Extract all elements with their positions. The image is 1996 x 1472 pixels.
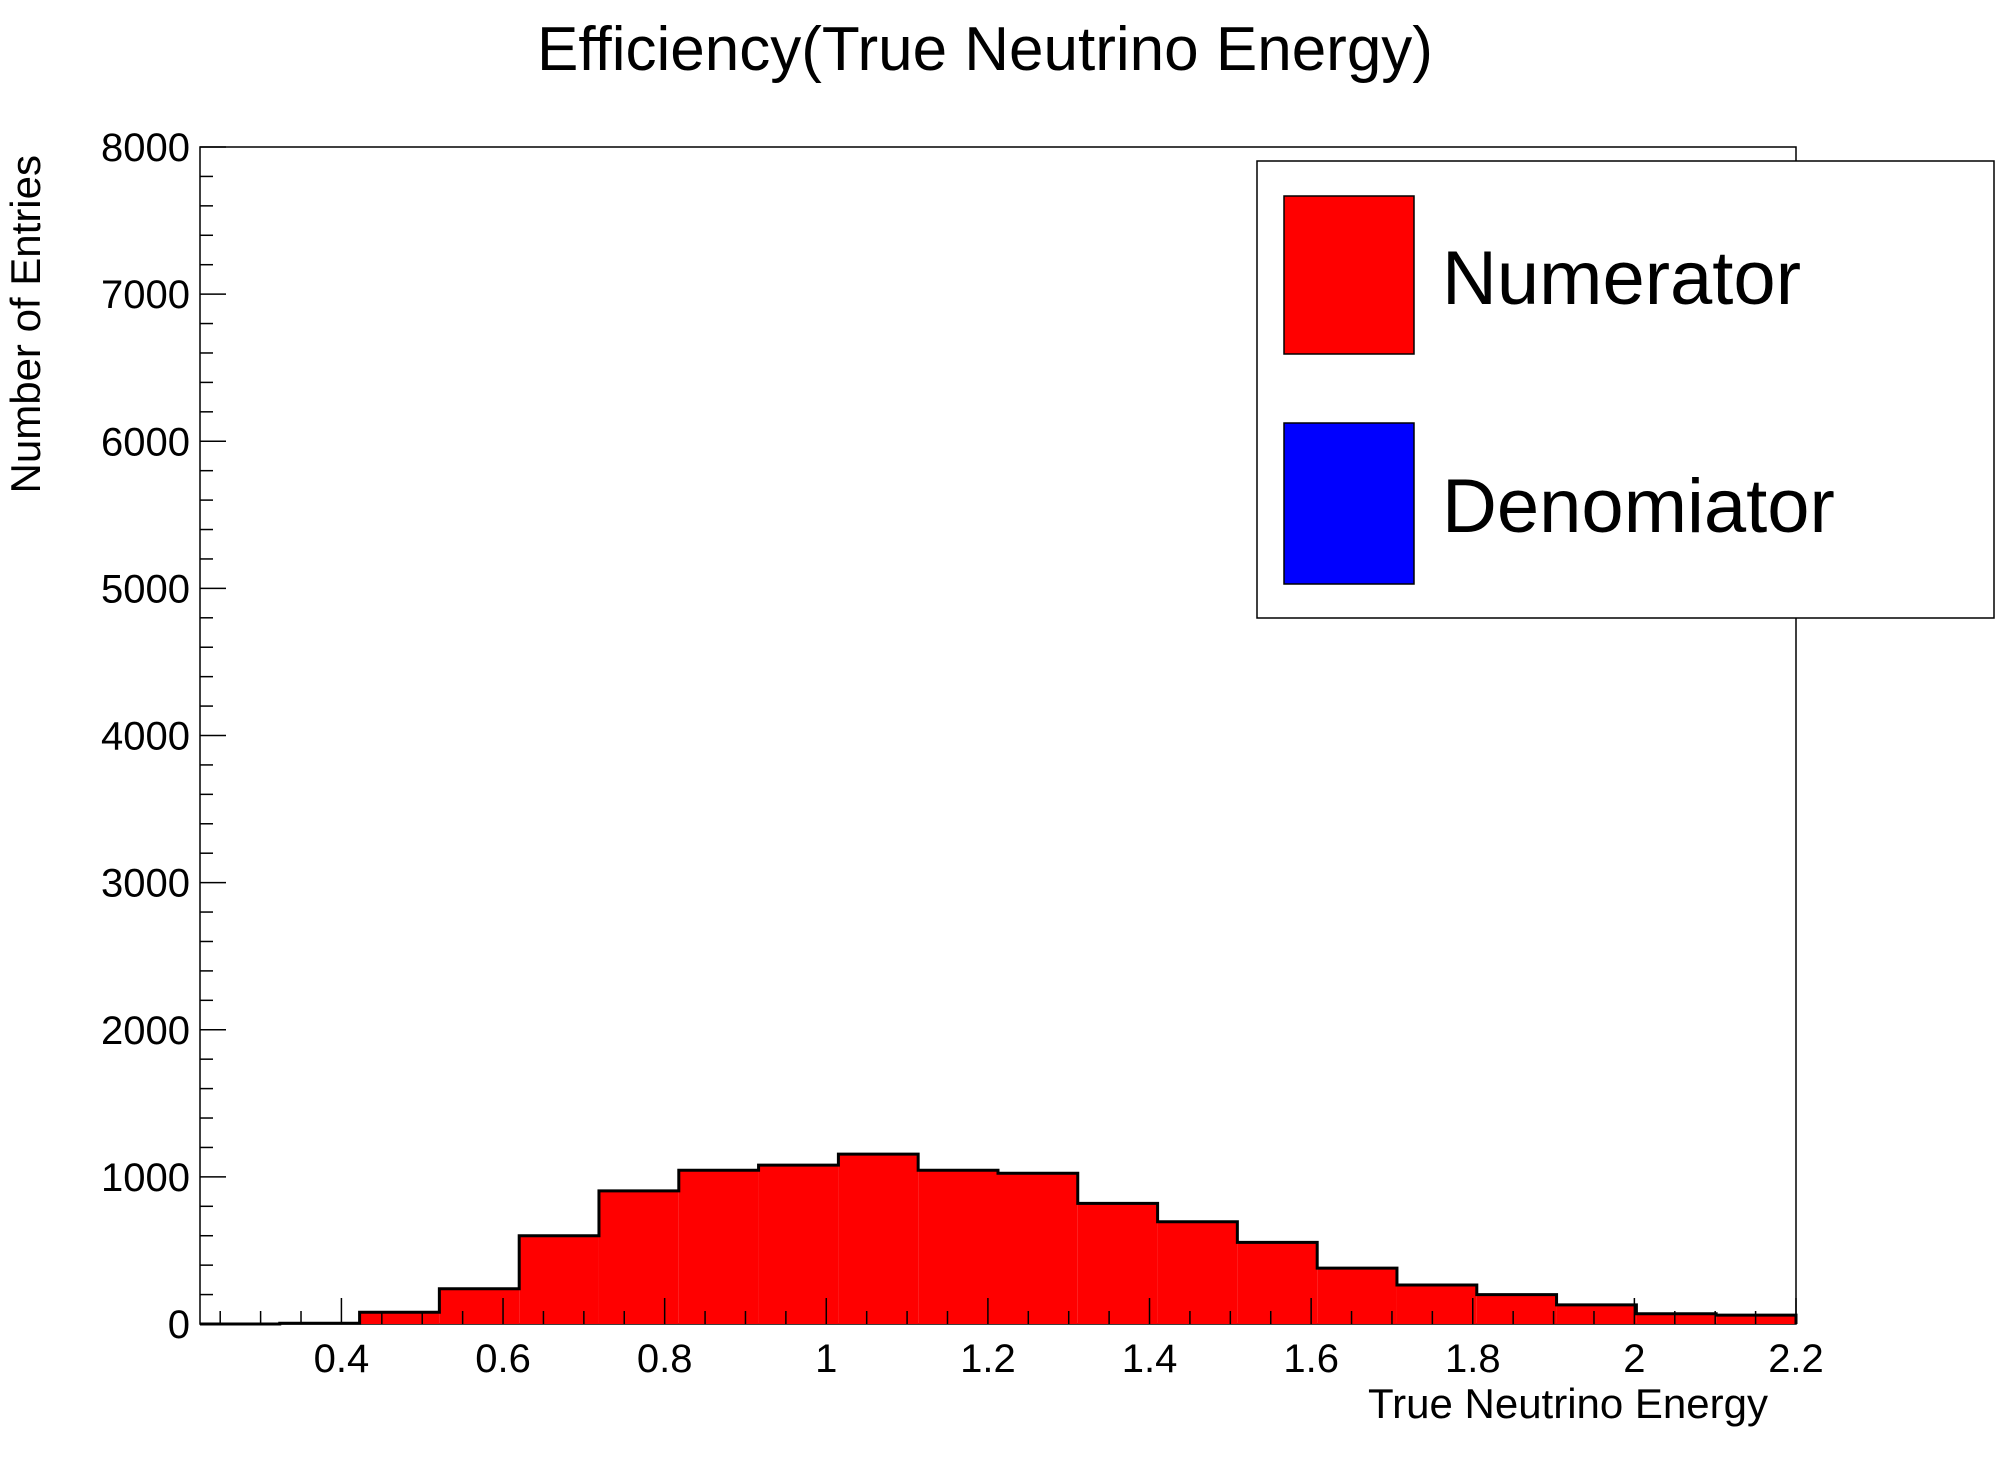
histogram-bar — [678, 1170, 759, 1324]
x-tick-label: 2 — [1623, 1337, 1645, 1381]
x-tick-label: 0.8 — [637, 1337, 693, 1381]
histogram-bar — [1077, 1203, 1158, 1324]
plot-area: 0 1000 2000 3000 4000 5000 6000 7000 8000 0.4 0.6… — [101, 126, 1824, 1381]
y-tick-label: 1000 — [101, 1156, 190, 1200]
histogram-bar — [918, 1170, 998, 1324]
x-tick-label: 2.2 — [1768, 1337, 1824, 1381]
x-tick-label: 0.6 — [475, 1337, 531, 1381]
x-tick-label: 1 — [815, 1337, 837, 1381]
y-tick-label: 3000 — [101, 862, 190, 906]
x-tick-label: 1.2 — [960, 1337, 1016, 1381]
y-axis-title: Number of Entries — [2, 155, 49, 493]
histogram-bar — [1157, 1221, 1238, 1324]
chart-title: Efficiency(True Neutrino Energy) — [537, 15, 1433, 84]
y-tick-label: 4000 — [101, 715, 190, 759]
histogram-bar — [1396, 1285, 1477, 1324]
legend-label-numerator: Numerator — [1442, 236, 1801, 321]
x-tick-label: 1.6 — [1283, 1337, 1339, 1381]
legend: Numerator Denomiator — [1256, 160, 1995, 619]
y-tick-label: 7000 — [101, 273, 190, 317]
x-tick-label: 1.8 — [1445, 1337, 1501, 1381]
y-tick-label: 5000 — [101, 567, 190, 611]
histogram-bar — [1476, 1294, 1557, 1324]
histogram-bar — [1317, 1268, 1397, 1324]
histogram-bar — [838, 1154, 919, 1324]
y-axis: 0 1000 2000 3000 4000 5000 6000 7000 8000 — [101, 126, 226, 1347]
histogram-bar — [1237, 1242, 1318, 1324]
histogram-bar — [1556, 1304, 1637, 1324]
histogram-bar — [998, 1173, 1078, 1324]
legend-swatch-denominator — [1283, 422, 1415, 585]
histogram-bar — [519, 1235, 599, 1324]
x-axis-title: True Neutrino Energy — [1368, 1380, 1768, 1427]
y-tick-label: 8000 — [101, 126, 190, 170]
x-axis: 0.4 0.6 0.8 1 1.2 1.4 1.6 1.8 2 2.2 — [219, 1298, 1824, 1381]
y-tick-label: 2000 — [101, 1009, 190, 1053]
y-tick-label: 0 — [168, 1303, 190, 1347]
x-tick-label: 1.4 — [1122, 1337, 1178, 1381]
histogram-bar — [598, 1190, 679, 1324]
histogram-bar — [1636, 1313, 1717, 1324]
x-tick-label: 0.4 — [314, 1337, 370, 1381]
y-tick-label: 6000 — [101, 420, 190, 464]
histogram-bar — [439, 1288, 520, 1324]
numerator-histogram — [279, 1154, 1796, 1324]
histogram-bar — [359, 1312, 440, 1324]
legend-swatch-numerator — [1283, 195, 1415, 355]
legend-label-denominator: Denomiator — [1442, 464, 1835, 549]
numerator-outline — [200, 1152, 1798, 1326]
histogram-bar — [758, 1165, 839, 1324]
